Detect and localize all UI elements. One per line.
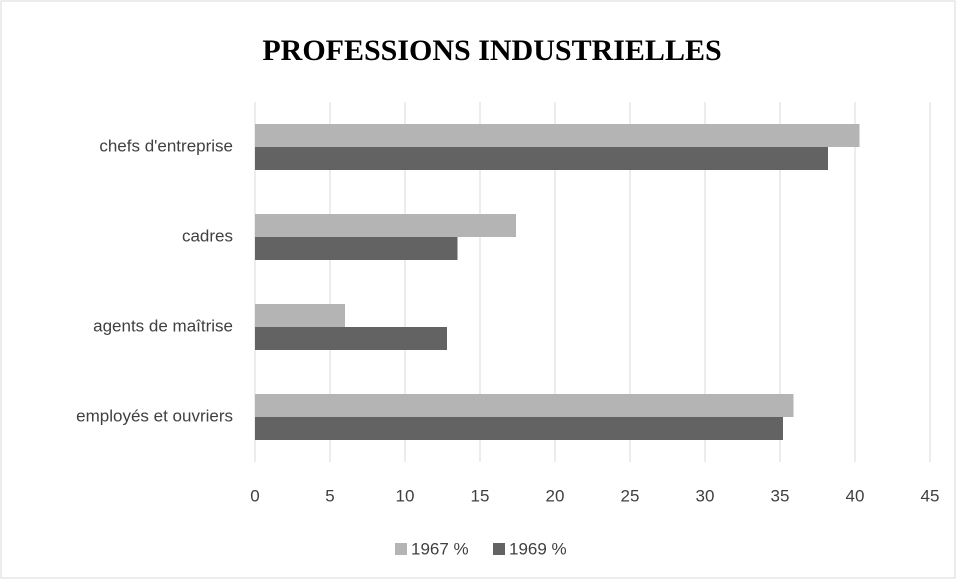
- x-tick-label: 20: [546, 486, 565, 505]
- x-tick-label: 5: [325, 486, 334, 505]
- bar: [255, 237, 458, 260]
- x-tick-label: 30: [696, 486, 715, 505]
- x-tick-label: 45: [921, 486, 940, 505]
- legend-label: 1967 %: [411, 539, 469, 558]
- x-tick-label: 15: [471, 486, 490, 505]
- bar: [255, 327, 447, 350]
- y-tick-label: cadres: [182, 226, 233, 245]
- x-tick-label: 40: [846, 486, 865, 505]
- x-tick-label: 35: [771, 486, 790, 505]
- y-tick-label: chefs d'entreprise: [99, 136, 233, 155]
- bar: [255, 124, 860, 147]
- bar: [255, 394, 794, 417]
- bar: [255, 304, 345, 327]
- chart-title: PROFESSIONS INDUSTRIELLES: [262, 34, 721, 67]
- legend-swatch: [493, 543, 505, 555]
- legend-label: 1969 %: [509, 539, 567, 558]
- legend-swatch: [395, 543, 407, 555]
- x-tick-label: 25: [621, 486, 640, 505]
- y-tick-label: employés et ouvriers: [76, 406, 233, 425]
- y-tick-label: agents de maîtrise: [93, 316, 233, 335]
- x-tick-label: 10: [396, 486, 415, 505]
- bar: [255, 147, 828, 170]
- x-tick-label: 0: [250, 486, 259, 505]
- bar: [255, 417, 783, 440]
- bar: [255, 214, 516, 237]
